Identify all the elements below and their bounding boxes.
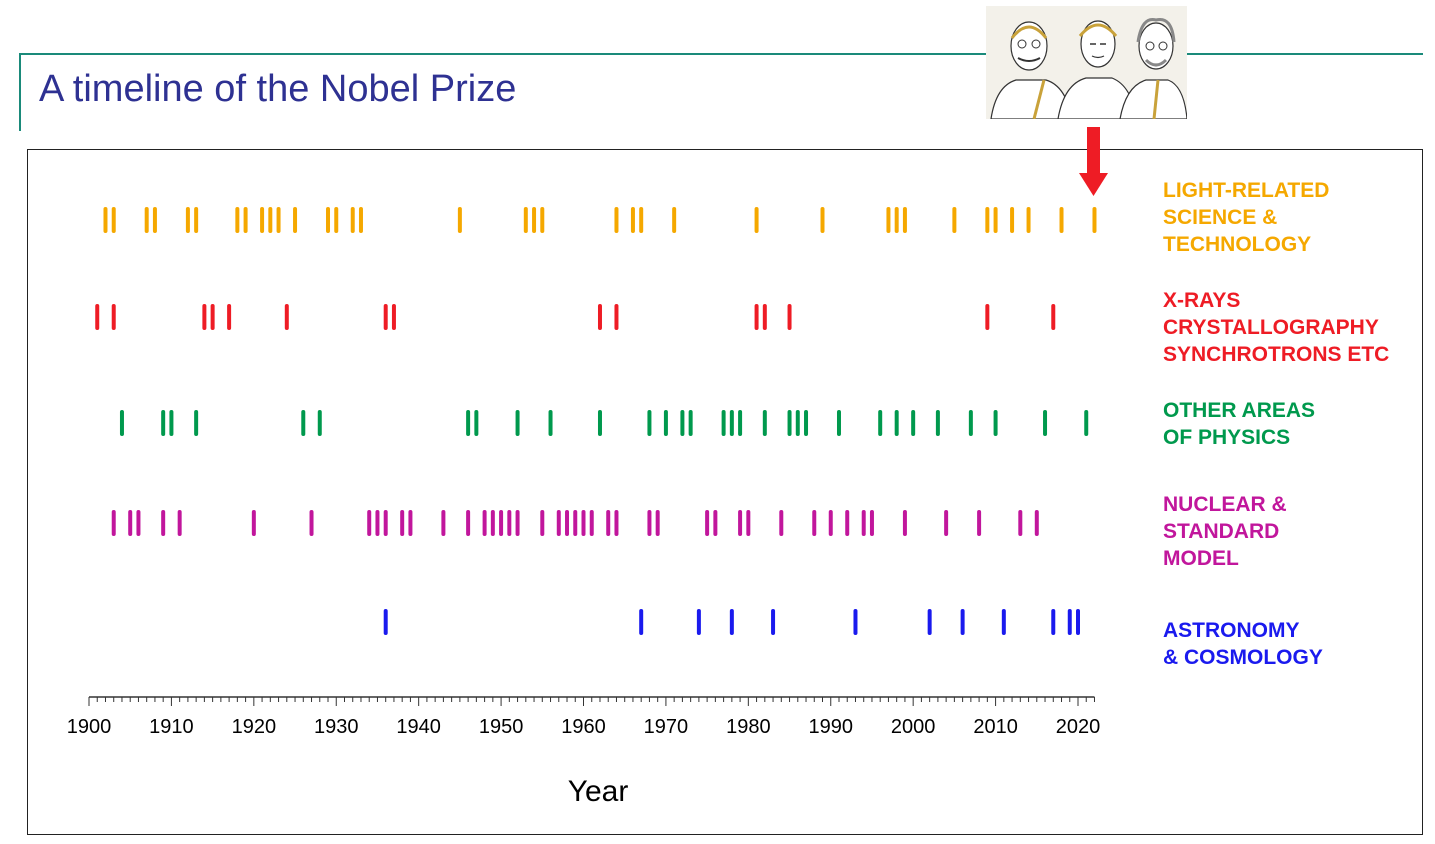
x-tick-label: 1920 (232, 716, 277, 738)
timeline-marks (95, 207, 1097, 635)
series-label-light: SCIENCE & (1163, 206, 1277, 229)
x-tick-label: 1970 (644, 716, 689, 738)
x-tick-label: 1900 (67, 716, 112, 738)
x-tick-label: 1910 (149, 716, 194, 738)
x-axis: 1900 1910 1920 1930 1940 1950 1960 1970 1980 1990… (67, 696, 1101, 738)
series-xray (95, 304, 1056, 330)
series-label-other: OF PHYSICS (1163, 426, 1290, 449)
series-label-astro: ASTRONOMY (1163, 619, 1300, 642)
series-label-astro: & COSMOLOGY (1163, 646, 1323, 669)
x-tick-label: 2020 (1056, 716, 1101, 738)
x-tick-label: 1960 (561, 716, 606, 738)
chart-frame (27, 149, 1423, 835)
x-tick-label: 2010 (973, 716, 1018, 738)
title-frame (19, 53, 1423, 131)
series-label-other: OTHER AREAS (1163, 399, 1315, 422)
series-labels: LIGHT-RELATED SCIENCE & TECHNOLOGY X-RAYS CR… (1163, 179, 1389, 669)
x-tick-label: 1980 (726, 716, 771, 738)
series-label-nuclear: MODEL (1163, 547, 1239, 570)
x-tick-label: 2000 (891, 716, 936, 738)
x-axis-label: Year (568, 775, 629, 808)
series-label-nuclear: NUCLEAR & (1163, 493, 1287, 516)
series-label-xray: CRYSTALLOGRAPHY (1163, 316, 1379, 339)
series-label-nuclear: STANDARD (1163, 520, 1279, 543)
series-label-xray: SYNCHROTRONS ETC (1163, 343, 1389, 366)
series-label-light: LIGHT-RELATED (1163, 179, 1329, 202)
x-tick-label: 1990 (809, 716, 854, 738)
series-other (119, 410, 1089, 436)
page-title: A timeline of the Nobel Prize (39, 68, 517, 110)
series-label-xray: X-RAYS (1163, 289, 1240, 312)
x-tick-label: 1930 (314, 716, 359, 738)
x-tick-label: 1940 (396, 716, 441, 738)
series-label-light: TECHNOLOGY (1163, 233, 1311, 256)
x-tick-label: 1950 (479, 716, 524, 738)
series-astro (383, 609, 1080, 635)
series-nuclear (111, 510, 1039, 536)
arrow-down-icon (1079, 127, 1108, 196)
laureates-portrait-illustration (986, 6, 1187, 119)
series-light (103, 207, 1097, 233)
